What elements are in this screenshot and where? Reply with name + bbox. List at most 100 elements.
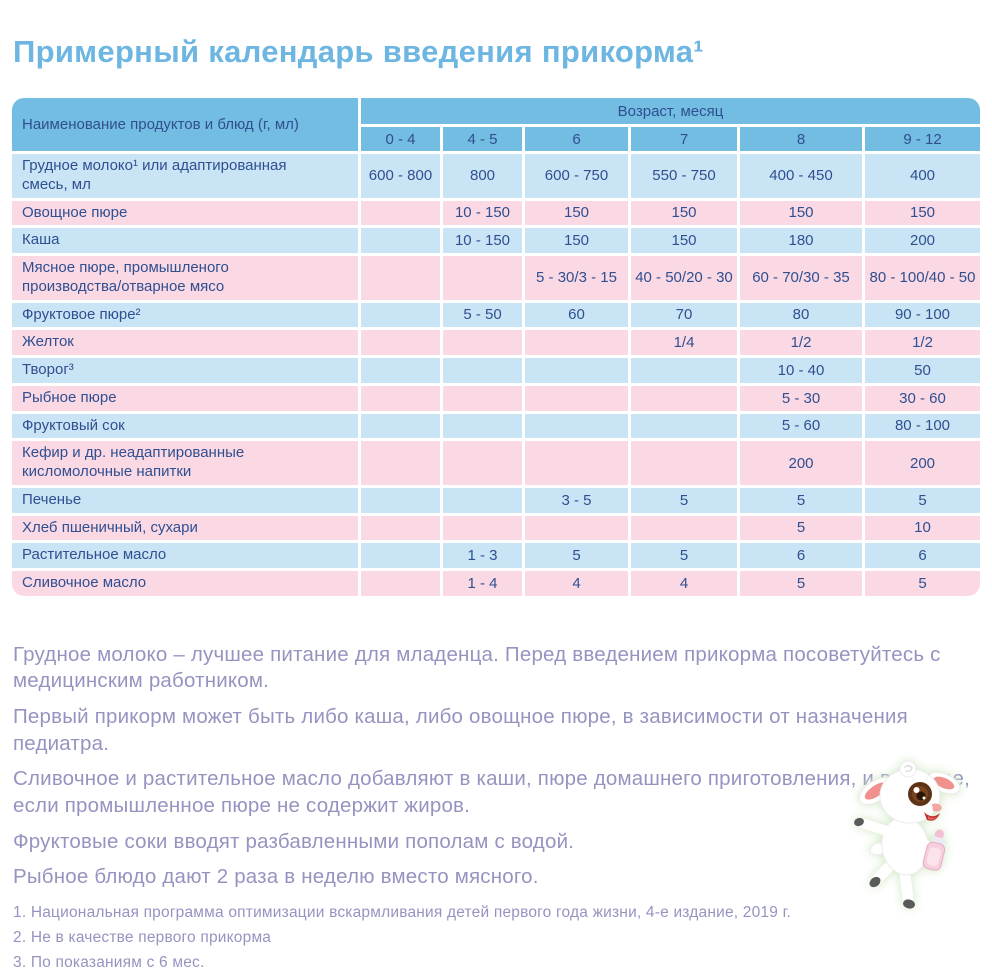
product-name: Фруктовое пюре² — [12, 302, 358, 328]
table-cell: 80 - 100 — [865, 413, 980, 439]
table-cell: 180 — [740, 228, 862, 253]
table-cell: 4 — [525, 571, 628, 596]
table-cell: 150 — [525, 228, 628, 253]
table-cell — [525, 358, 628, 383]
table-row: Желток 1/4 1/2 1/2 — [12, 330, 980, 355]
table-cell: 1/2 — [740, 330, 862, 355]
table-cell: 200 — [865, 441, 980, 485]
table-cell: 150 — [525, 200, 628, 226]
table-cell: 10 - 150 — [443, 200, 522, 226]
table-cell: 5 — [631, 487, 737, 513]
table-cell — [361, 487, 440, 513]
table-cell — [631, 441, 737, 485]
feeding-schedule-table: Наименование продуктов и блюд (г, мл) Во… — [12, 98, 980, 596]
table-cell: 5 - 30/3 - 15 — [525, 256, 628, 300]
table-cell: 1/2 — [865, 330, 980, 355]
note-paragraph: Грудное молоко – лучшее питание для млад… — [13, 642, 941, 693]
table-row: Растительное масло 1 - 3 5 5 6 6 — [12, 543, 980, 568]
note-paragraph: Первый прикорм может быть либо каша, либ… — [13, 705, 908, 755]
table-cell: 5 — [740, 515, 862, 541]
table-cell — [361, 543, 440, 568]
table-cell — [443, 487, 522, 513]
table-cell: 60 - 70/30 - 35 — [740, 256, 862, 300]
table-cell: 60 — [525, 302, 628, 328]
note-paragraph: Фруктовые соки вводят разбавленными попо… — [13, 829, 575, 853]
table-row: Рыбное пюре 5 - 30 30 - 60 — [12, 385, 980, 411]
table-cell — [361, 358, 440, 383]
table-cell: 10 — [865, 515, 980, 541]
table-cell: 600 - 800 — [361, 154, 440, 198]
table-cell — [443, 358, 522, 383]
table-cell — [361, 228, 440, 253]
table-cell — [443, 515, 522, 541]
table-cell: 800 — [443, 154, 522, 198]
table-cell — [361, 515, 440, 541]
table-cell: 400 — [865, 154, 980, 198]
product-name: Творог³ — [12, 358, 358, 383]
table-cell: 5 — [865, 571, 980, 596]
table-cell — [525, 441, 628, 485]
table-cell: 80 — [740, 302, 862, 328]
table-cell — [361, 413, 440, 439]
table-cell — [443, 441, 522, 485]
table-cell: 5 — [525, 543, 628, 568]
table-cell: 70 — [631, 302, 737, 328]
age-column-header: 6 — [525, 127, 628, 151]
baby-goat-with-bottle-icon — [854, 760, 961, 909]
table-row: Кефир и др. неадаптированные кисломолочн… — [12, 441, 980, 485]
table-cell: 80 - 100/40 - 50 — [865, 256, 980, 300]
product-name: Мясное пюре, промышленого производства/о… — [12, 256, 358, 300]
product-name: Печенье — [12, 487, 358, 513]
product-name: Грудное молоко¹ или адаптированная смесь… — [12, 154, 358, 198]
notes-section: Грудное молоко – лучшее питание для млад… — [13, 642, 971, 891]
table-cell: 5 - 60 — [740, 413, 862, 439]
table-cell: 5 — [740, 487, 862, 513]
table-cell: 1/4 — [631, 330, 737, 355]
table-row: Печенье 3 - 5 5 5 5 — [12, 487, 980, 513]
table-cell: 5 — [865, 487, 980, 513]
table-cell: 30 - 60 — [865, 385, 980, 411]
table-cell — [443, 413, 522, 439]
table-cell: 150 — [740, 200, 862, 226]
table-cell: 550 - 750 — [631, 154, 737, 198]
table-row: Творог³ 10 - 40 50 — [12, 358, 980, 383]
table-cell: 10 - 40 — [740, 358, 862, 383]
product-name: Желток — [12, 330, 358, 355]
table-cell — [361, 256, 440, 300]
age-column-header: 7 — [631, 127, 737, 151]
table-cell: 10 - 150 — [443, 228, 522, 253]
table-header: Наименование продуктов и блюд (г, мл) Во… — [12, 98, 980, 151]
product-name: Каша — [12, 228, 358, 253]
product-name: Кефир и др. неадаптированные кисломолочн… — [12, 441, 358, 485]
note-paragraph: Рыбное блюдо дают 2 раза в неделю вместо… — [13, 865, 539, 889]
table-cell: 150 — [865, 200, 980, 226]
table-row: Фруктовое пюре² 5 - 50 60 70 80 90 - 100 — [12, 302, 980, 328]
footnote: 1. Национальная программа оптимизации вс… — [13, 903, 792, 921]
table-cell — [631, 515, 737, 541]
product-name: Фруктовый сок — [12, 413, 358, 439]
table-cell: 3 - 5 — [525, 487, 628, 513]
table-cell — [361, 302, 440, 328]
product-name: Хлеб пшеничный, сухари — [12, 515, 358, 541]
table-cell: 5 - 50 — [443, 302, 522, 328]
table-cell — [361, 330, 440, 355]
table-cell — [361, 441, 440, 485]
product-name: Рыбное пюре — [12, 385, 358, 411]
table-cell: 200 — [865, 228, 980, 253]
table-cell: 150 — [631, 200, 737, 226]
table-cell: 5 - 30 — [740, 385, 862, 411]
table-cell: 1 - 3 — [443, 543, 522, 568]
table-row: Хлеб пшеничный, сухари 5 10 — [12, 515, 980, 541]
table-cell: 5 — [631, 543, 737, 568]
table-cell: 6 — [740, 543, 862, 568]
table-cell — [361, 200, 440, 226]
table-cell — [443, 330, 522, 355]
product-name: Овощное пюре — [12, 200, 358, 226]
table-cell: 40 - 50/20 - 30 — [631, 256, 737, 300]
table-cell — [525, 515, 628, 541]
table-cell — [361, 385, 440, 411]
table-cell — [631, 413, 737, 439]
table-cell: 150 — [631, 228, 737, 253]
goat-illustration — [832, 752, 988, 936]
table-row: Грудное молоко¹ или адаптированная смесь… — [12, 154, 980, 198]
